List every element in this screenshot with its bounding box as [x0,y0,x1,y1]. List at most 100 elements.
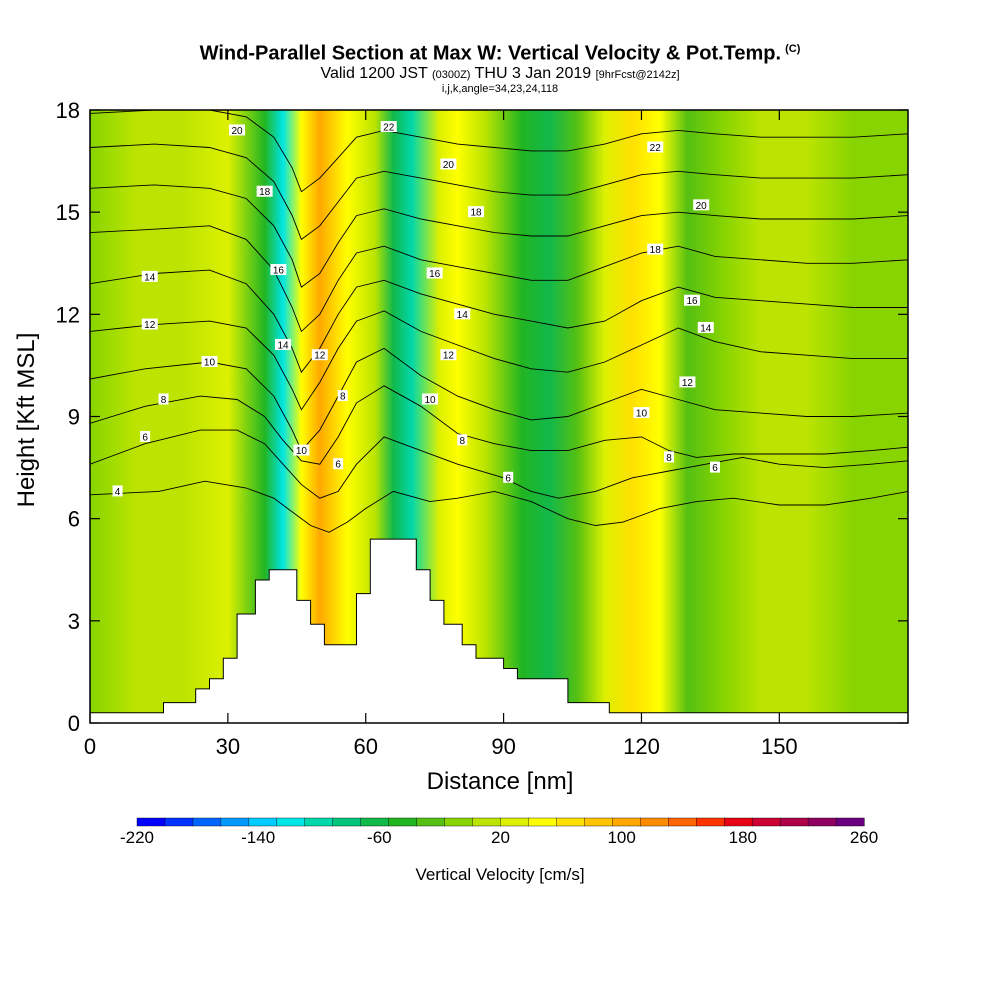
terrain [90,538,908,723]
colorbar-swatch-5 [276,817,306,827]
contour-label-bg-22 [679,376,696,388]
chart-subtitle: Valid 1200 JST (0300Z) THU 3 Jan 2019 [9… [0,65,1000,84]
colorbar-tick-5: 180 [729,828,757,847]
contour-label-15: 8 [459,436,465,447]
chart-title-text: Wind-Parallel Section at Max W: Vertical… [199,42,782,65]
contour-label-bg-3 [275,338,292,350]
colorbar-tick-6: 260 [850,828,878,847]
contour-label-16: 6 [505,473,511,484]
theta-contour-14 [90,269,908,374]
contour-label-bg-26 [141,270,158,282]
contour-label-13: 12 [443,351,455,362]
contour-label-18: 20 [696,201,708,212]
contour-label-bg-20 [684,294,701,306]
title-block: Wind-Parallel Section at Max W: Vertical… [0,38,1000,95]
colorbar-swatch-12 [472,817,502,827]
contour-label-bg-7 [333,458,344,470]
colorbar-swatch-13 [500,817,530,827]
colorbar-tick-3: 20 [491,828,510,847]
x-tick-label-3: 90 [491,734,515,759]
contour-label-bg-25 [709,461,720,473]
contour-label-bg-16 [503,471,514,483]
contour-label-bg-30 [140,430,151,442]
colorbar-tick-2: -60 [367,828,392,847]
contour-label-20: 16 [686,296,698,307]
colorbar-swatch-0 [136,817,166,827]
velocity-field-fill [90,110,908,723]
theta-contour-12 [90,310,908,411]
theta-contour-18 [90,184,908,288]
colorbar-swatch-19 [668,817,697,827]
colorbar-swatch-18 [640,817,669,827]
contour-label-27: 12 [144,320,156,331]
contour-label-bg-15 [457,434,468,446]
contour-label-17: 22 [650,143,662,154]
contour-label-bg-10 [468,206,485,218]
y-axis: 0 3 6 9 12 15 18 [56,98,908,736]
contour-label-bg-5 [311,349,328,361]
subtitle-date: THU 3 Jan 2019 [474,64,592,82]
contour-label-5: 12 [314,351,326,362]
contour-label-28: 10 [204,358,216,369]
contour-label-bg-29 [158,393,169,405]
theta-contour-8 [90,385,908,465]
x-tick-label-1: 30 [216,734,240,759]
colorbar-tick-1: -140 [241,828,275,847]
contour-label-bg-24 [664,451,675,463]
theta-contour-4 [90,480,908,533]
contour-label-bg-31 [112,485,123,497]
x-tick-label-2: 60 [353,734,377,759]
contour-label-1: 18 [259,187,271,198]
y-axis-label: Height [Kft MSL] [13,333,40,508]
colorbar-swatch-25 [835,817,865,827]
theta-contour-6 [90,429,908,499]
contour-label-bg-4 [293,444,310,456]
colorbar-swatch-24 [807,817,837,827]
y-tick-label-0: 0 [68,711,80,736]
title-mark: (C) [785,43,801,55]
contour-label-23: 10 [636,409,648,420]
contour-label-bg-14 [422,393,439,405]
y-tick-label-4: 12 [56,302,80,327]
colorbar-swatch-21 [723,817,753,827]
contour-label-bg-2 [270,264,287,276]
y-tick-label-2: 6 [68,507,80,532]
theta-contour-20 [90,143,908,241]
contour-label-11: 16 [429,269,441,280]
contour-label-bg-23 [633,407,650,419]
contour-label-10: 18 [470,208,482,219]
contour-label-29: 8 [161,395,167,406]
colorbar-swatch-22 [751,817,781,827]
colorbar-swatch-11 [444,817,474,827]
x-tick-label-5: 150 [761,734,798,759]
velocity-field: 20 18 16 14 10 12 8 6 22 20 18 16 14 12 10 8 6 22 20 18 16 14… [90,110,908,723]
colorbar-swatch-7 [332,817,362,827]
contour-label-22: 12 [682,378,694,389]
contour-label-0: 20 [231,126,243,137]
theta-contours [90,110,908,533]
contour-label-bg-18 [693,199,710,211]
subtitle-forecast: [9hrFcst@2142z] [595,68,680,81]
contour-label-bg-19 [647,243,664,255]
colorbar-swatch-3 [220,817,250,827]
contour-label-2: 16 [273,266,285,277]
contour-label-bg-21 [697,321,714,333]
contour-label-3: 14 [277,340,289,351]
contour-label-bg-9 [440,158,457,170]
colorbar-swatch-10 [416,817,446,827]
contour-label-bg-17 [647,141,664,153]
x-axis: 0 30 60 90 120 150 [84,110,798,759]
colorbar-swatch-14 [528,817,558,827]
contour-label-bg-0 [229,124,246,136]
x-tick-label-4: 120 [623,734,660,759]
x-axis-label: Distance [nm] [427,768,574,795]
contour-label-9: 20 [443,160,455,171]
y-tick-label-1: 3 [68,609,80,634]
colorbar-swatch-15 [556,817,585,827]
contour-label-bg-1 [256,185,273,197]
contour-label-bg-8 [380,121,397,133]
contour-label-bg-27 [141,318,158,330]
colorbar-tick-4: 100 [607,828,635,847]
colorbar-swatch-9 [388,817,418,827]
